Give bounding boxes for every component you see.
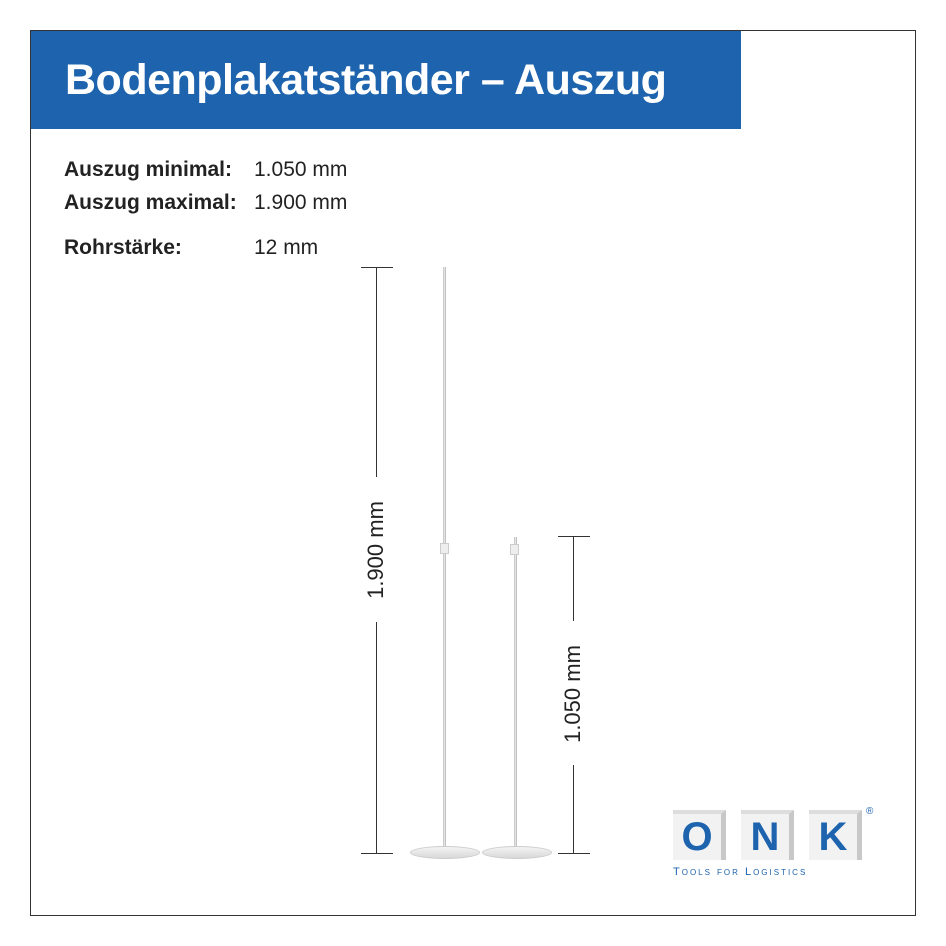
- page-title: Bodenplakatständer – Auszug: [31, 31, 741, 129]
- spec-label: Auszug minimal:: [64, 158, 233, 181]
- stand-extended-base: [410, 846, 480, 859]
- dim-tick: [558, 853, 590, 854]
- stand-minimal-base: [482, 846, 552, 859]
- logo-letter: N: [741, 810, 794, 860]
- spec-value: 1.900 mm: [254, 191, 348, 214]
- registered-mark: ®: [866, 806, 874, 817]
- dim-label-min: 1.050 mm: [560, 645, 585, 743]
- stand-minimal-pole: [514, 537, 517, 849]
- stand-extended-pole: [443, 267, 446, 849]
- logo-letter: K: [809, 810, 862, 860]
- spec-value: 12 mm: [254, 236, 319, 259]
- stand-clamp: [440, 543, 449, 554]
- spec-tube: Rohrstärke: 12 mm: [64, 236, 318, 260]
- logo-letter: O: [673, 810, 726, 860]
- logo-tagline: Tools for Logistics: [673, 866, 808, 878]
- spec-label: Rohrstärke:: [64, 236, 182, 259]
- dim-line: [573, 536, 574, 621]
- spec-label: Auszug maximal:: [64, 191, 237, 214]
- image-frame: [30, 30, 916, 916]
- dim-line: [376, 622, 377, 853]
- dim-label-max: 1.900 mm: [363, 501, 388, 599]
- spec-max: Auszug maximal: 1.900 mm: [64, 191, 347, 215]
- dim-tick: [361, 853, 393, 854]
- spec-min: Auszug minimal: 1.050 mm: [64, 158, 347, 182]
- stand-clamp: [510, 544, 519, 555]
- dim-tick: [361, 267, 393, 268]
- spec-value: 1.050 mm: [254, 158, 348, 181]
- dim-tick: [558, 536, 590, 537]
- dim-line: [573, 765, 574, 853]
- dim-line: [376, 267, 377, 477]
